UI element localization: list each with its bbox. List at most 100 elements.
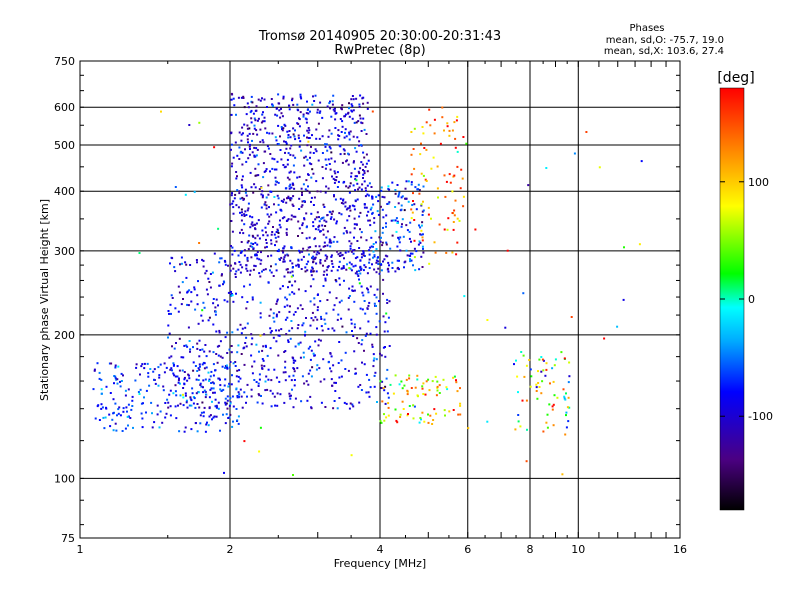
data-point — [388, 345, 391, 347]
data-point — [259, 262, 262, 265]
data-point — [269, 389, 272, 392]
data-point — [247, 106, 250, 109]
data-point — [200, 411, 203, 414]
data-point — [129, 417, 132, 419]
data-point — [276, 114, 279, 117]
data-point — [372, 256, 374, 259]
data-point — [226, 352, 229, 354]
data-point — [285, 147, 288, 150]
data-point — [339, 153, 342, 156]
data-point — [355, 150, 358, 153]
axis-ticks — [79, 60, 681, 538]
data-point — [289, 271, 292, 274]
data-point — [240, 228, 243, 231]
data-point — [218, 331, 221, 334]
data-point — [453, 375, 456, 378]
data-point — [438, 384, 441, 387]
data-point — [229, 264, 232, 267]
data-point — [271, 392, 274, 395]
data-point — [210, 370, 213, 373]
data-point — [233, 197, 236, 200]
data-point — [316, 294, 319, 296]
data-point — [215, 353, 218, 355]
data-point — [245, 307, 248, 310]
data-point — [360, 130, 363, 132]
data-point — [410, 131, 413, 133]
data-point — [349, 245, 352, 248]
data-point — [200, 314, 203, 317]
data-point — [324, 143, 326, 146]
data-point — [158, 374, 161, 377]
data-point — [288, 392, 291, 395]
data-point — [253, 117, 256, 120]
data-point — [355, 97, 358, 100]
data-point — [328, 145, 331, 148]
data-point — [350, 103, 353, 106]
data-point — [348, 191, 351, 194]
data-point — [298, 197, 301, 200]
data-point — [421, 387, 424, 390]
data-point — [360, 267, 363, 270]
data-point — [585, 131, 588, 133]
data-point — [281, 249, 284, 252]
data-point — [198, 406, 201, 409]
data-point — [335, 280, 338, 283]
data-point — [346, 219, 349, 222]
data-point — [238, 192, 241, 195]
data-point — [514, 428, 517, 431]
data-point — [405, 180, 408, 183]
data-point — [350, 250, 353, 253]
data-point — [122, 407, 125, 410]
data-point — [332, 364, 335, 367]
data-point — [266, 131, 268, 134]
data-point — [262, 111, 264, 114]
data-point — [459, 187, 462, 190]
data-point — [249, 245, 252, 248]
data-point — [400, 208, 403, 211]
data-point — [304, 155, 307, 158]
data-point — [264, 380, 267, 383]
data-point — [131, 395, 134, 398]
data-point — [422, 393, 425, 395]
data-point — [153, 368, 156, 371]
data-point — [248, 145, 251, 148]
data-point — [328, 238, 331, 241]
data-point — [359, 272, 362, 275]
data-point — [291, 388, 293, 391]
data-point — [238, 190, 241, 193]
data-point — [300, 205, 303, 208]
data-point — [369, 386, 372, 389]
data-point — [180, 356, 183, 359]
data-point — [315, 253, 318, 256]
data-point — [237, 380, 240, 383]
data-point — [256, 257, 259, 260]
data-point — [409, 260, 412, 263]
data-point — [267, 281, 270, 284]
data-point — [391, 181, 394, 184]
data-point — [350, 322, 353, 325]
data-point — [307, 140, 310, 143]
data-point — [238, 393, 241, 396]
data-point — [254, 241, 257, 244]
data-point — [291, 291, 294, 294]
data-point — [548, 403, 551, 406]
data-point — [283, 305, 286, 308]
data-point — [204, 344, 207, 346]
data-point — [541, 358, 544, 361]
data-point — [249, 111, 252, 114]
data-point — [367, 219, 370, 222]
data-point — [358, 215, 361, 218]
data-point — [316, 250, 319, 253]
data-point — [202, 379, 205, 382]
data-point — [304, 117, 307, 120]
data-point — [297, 235, 299, 237]
data-point — [348, 185, 351, 188]
data-point — [340, 359, 343, 362]
data-point — [162, 385, 165, 388]
data-point — [372, 359, 375, 362]
data-point — [297, 134, 300, 137]
data-point — [177, 285, 180, 288]
data-point — [261, 270, 263, 273]
data-point — [552, 424, 555, 427]
